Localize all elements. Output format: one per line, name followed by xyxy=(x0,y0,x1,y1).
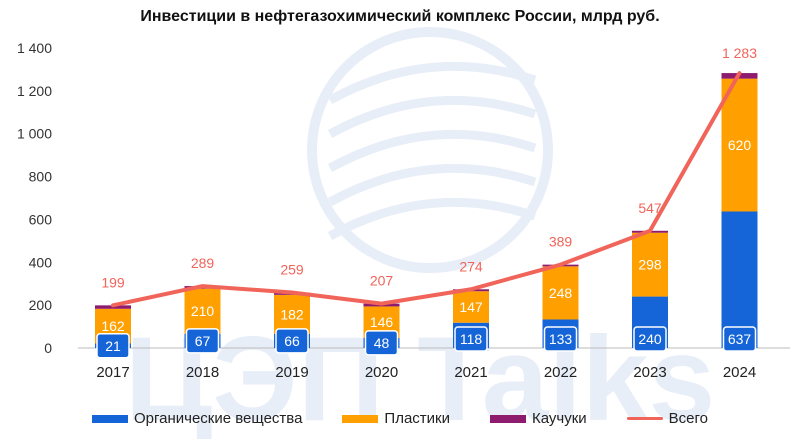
y-tick-label: 1 000 xyxy=(17,126,52,142)
legend-item-plastics: Пластики xyxy=(342,410,450,427)
organic-value-label: 240 xyxy=(638,331,662,347)
organic-label-box xyxy=(543,326,578,352)
total-value-label: 289 xyxy=(191,255,215,271)
watermark-globe-stripe xyxy=(327,197,537,240)
organic-label-box xyxy=(722,326,757,352)
plastics-value-label: 298 xyxy=(638,257,662,273)
legend-swatch-total xyxy=(626,417,663,420)
organic-label-box xyxy=(275,328,309,354)
plastics-value-label: 147 xyxy=(459,299,483,315)
organic-value-label: 66 xyxy=(284,333,300,349)
organic-value-label: 48 xyxy=(374,335,390,351)
y-tick-label: 0 xyxy=(44,340,52,356)
x-tick-label: 2018 xyxy=(186,364,219,381)
bar-segment-plastics xyxy=(721,78,758,212)
plastics-value-label: 210 xyxy=(191,303,215,319)
total-value-label: 199 xyxy=(101,274,125,290)
total-value-label: 389 xyxy=(549,234,573,250)
x-tick-label: 2023 xyxy=(633,364,666,381)
y-tick-label: 1 400 xyxy=(17,40,52,56)
x-tick-label: 2019 xyxy=(275,364,308,381)
y-tick-label: 400 xyxy=(29,254,53,270)
plastics-value-label: 182 xyxy=(280,306,304,322)
plastics-value-label: 162 xyxy=(101,318,125,334)
organic-value-label: 67 xyxy=(195,333,211,349)
legend-swatch-rubber xyxy=(490,414,526,423)
bar-segment-plastics xyxy=(274,294,310,334)
legend-swatch-plastics xyxy=(342,414,379,423)
x-tick-label: 2020 xyxy=(365,364,398,381)
watermark-globe-stripe xyxy=(327,61,537,104)
total-value-label: 207 xyxy=(370,273,394,289)
watermark-text: ЦЭП Talks xyxy=(125,312,716,439)
watermark-globe-stripe xyxy=(327,129,537,172)
total-line xyxy=(111,71,742,308)
bar-segment-organic xyxy=(721,211,758,348)
bar-segment-plastics xyxy=(542,266,579,320)
plastics-value-label: 620 xyxy=(728,137,752,153)
bar-segment-plastics xyxy=(632,232,668,297)
total-value-label: 1 283 xyxy=(722,45,757,61)
x-tick-label: 2017 xyxy=(96,364,129,381)
organic-label-box xyxy=(633,326,667,352)
bar-segment-plastics xyxy=(453,291,489,323)
organic-value-label: 637 xyxy=(728,331,752,347)
chart-title: Инвестиции в нефтегазохимический комплек… xyxy=(140,8,660,25)
y-tick-label: 800 xyxy=(29,169,53,185)
watermark-logo: ЦЭП Talks xyxy=(125,27,716,439)
y-tick-label: 600 xyxy=(29,211,53,227)
plastics-value-label: 248 xyxy=(549,285,573,301)
x-tick-label: 2024 xyxy=(723,364,756,381)
total-value-label: 547 xyxy=(638,200,662,216)
y-tick-label: 1 200 xyxy=(17,83,52,99)
x-tick-label: 2022 xyxy=(544,364,577,381)
organic-label-box xyxy=(364,330,399,356)
watermark-globe-stripe xyxy=(327,95,537,138)
plastics-value-label: 146 xyxy=(370,314,394,330)
y-tick-label: 200 xyxy=(29,297,53,313)
bar-segment-plastics xyxy=(184,288,221,334)
legend-item-total: Всего xyxy=(626,410,709,427)
legend-label-total: Всего xyxy=(668,410,709,427)
total-value-label: 259 xyxy=(280,262,304,278)
x-tick-label: 2021 xyxy=(454,364,487,381)
legend-item-organic: Органические вещества xyxy=(91,410,303,427)
watermark-globe-icon xyxy=(307,27,553,273)
organic-label-box xyxy=(454,326,488,352)
organic-value-label: 21 xyxy=(105,338,121,354)
watermark-globe-stripe xyxy=(327,163,537,206)
legend-label-rubber: Каучуки xyxy=(532,410,587,427)
organic-value-label: 118 xyxy=(460,331,483,347)
legend-swatch-organic xyxy=(91,414,128,423)
organic-value-label: 133 xyxy=(549,331,573,347)
legend-label-plastics: Пластики xyxy=(384,410,450,427)
organic-label-box xyxy=(185,328,220,354)
total-value-label: 274 xyxy=(459,258,483,274)
organic-label-box xyxy=(96,333,130,359)
legend: Органические вещества Пластики Каучуки В… xyxy=(0,410,800,427)
legend-item-rubber: Каучуки xyxy=(490,410,587,427)
legend-label-organic: Органические вещества xyxy=(133,410,303,427)
